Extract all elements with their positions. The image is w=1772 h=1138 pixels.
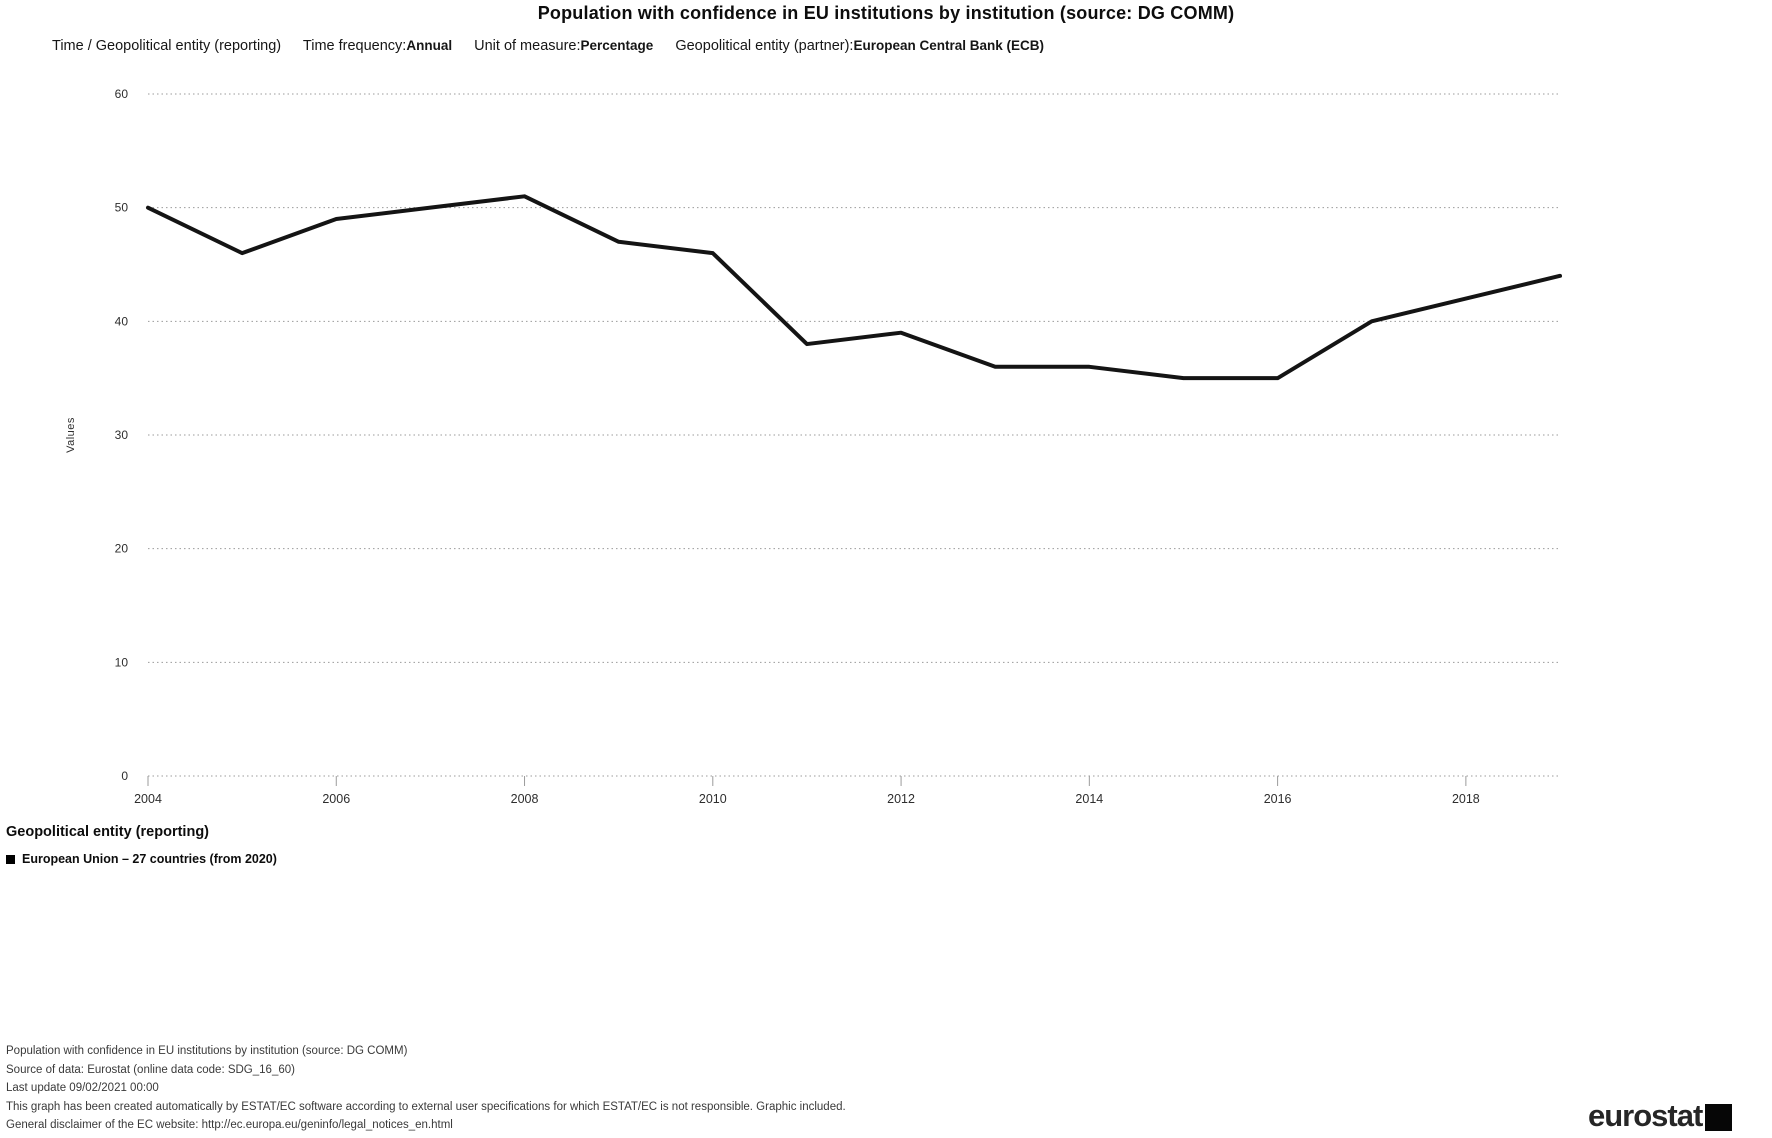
- footer-line-last-update: Last update 09/02/2021 00:00: [6, 1082, 159, 1094]
- y-tick-label: 30: [115, 428, 129, 442]
- y-tick-label: 50: [115, 201, 129, 215]
- partner-label: Geopolitical entity (partner):: [675, 38, 854, 54]
- x-tick-label: 2018: [1452, 792, 1480, 806]
- unit-of-measure-filter: Unit of measure:Percentage: [474, 38, 653, 54]
- x-tick-label: 2016: [1264, 792, 1292, 806]
- eurostat-logo: eurostat: [1588, 1098, 1733, 1133]
- legend-square-marker-icon: [6, 854, 15, 864]
- x-tick-label: 2008: [511, 792, 539, 806]
- eurostat-logo-square-icon: [1705, 1104, 1733, 1131]
- legend: Geopolitical entity (reporting) European…: [6, 824, 277, 866]
- unit-value: Percentage: [580, 38, 654, 53]
- y-tick-label: 0: [121, 769, 128, 783]
- page-title: Population with confidence in EU institu…: [537, 3, 1235, 23]
- footer-line-source: Source of data: Eurostat (online data co…: [6, 1063, 295, 1076]
- partner-filter: Geopolitical entity (partner):European C…: [675, 38, 1044, 54]
- x-tick-label: 2012: [887, 792, 915, 806]
- legend-heading: Geopolitical entity (reporting): [6, 824, 210, 840]
- partner-value: European Central Bank (ECB): [853, 38, 1044, 53]
- x-tick-label: 2006: [322, 792, 350, 806]
- footer-line-disclaimer: This graph has been created automaticall…: [6, 1100, 846, 1113]
- y-tick-label: 60: [115, 87, 129, 101]
- legend-item-label: European Union – 27 countries (from 2020…: [22, 852, 277, 866]
- x-tick-label: 2010: [699, 792, 727, 806]
- footer-notes: Population with confidence in EU institu…: [6, 1042, 846, 1135]
- y-axis-title: Values: [65, 417, 77, 453]
- unit-label: Unit of measure:: [474, 38, 581, 54]
- data-series-line: [146, 194, 1562, 381]
- time-frequency-filter: Time frequency:Annual: [303, 38, 452, 54]
- eurostat-logo-text: eurostat: [1588, 1098, 1703, 1133]
- time-frequency-label: Time frequency:: [302, 38, 407, 54]
- legend-item: European Union – 27 countries (from 2020…: [6, 852, 277, 866]
- y-tick-label: 20: [115, 542, 129, 556]
- y-tick-label: 10: [115, 655, 129, 669]
- footer-line-title: Population with confidence in EU institu…: [6, 1045, 408, 1057]
- x-tick-label: 2014: [1075, 792, 1103, 806]
- x-tick-label: 2004: [134, 792, 162, 806]
- filters-bar: Time / Geopolitical entity (reporting) T…: [52, 38, 1062, 54]
- time-frequency-value: Annual: [406, 38, 453, 53]
- y-tick-label: 40: [115, 314, 129, 328]
- dimension-label: Time / Geopolitical entity (reporting): [52, 38, 282, 54]
- footer-line-legal-notice: General disclaimer of the EC website: ht…: [6, 1119, 453, 1131]
